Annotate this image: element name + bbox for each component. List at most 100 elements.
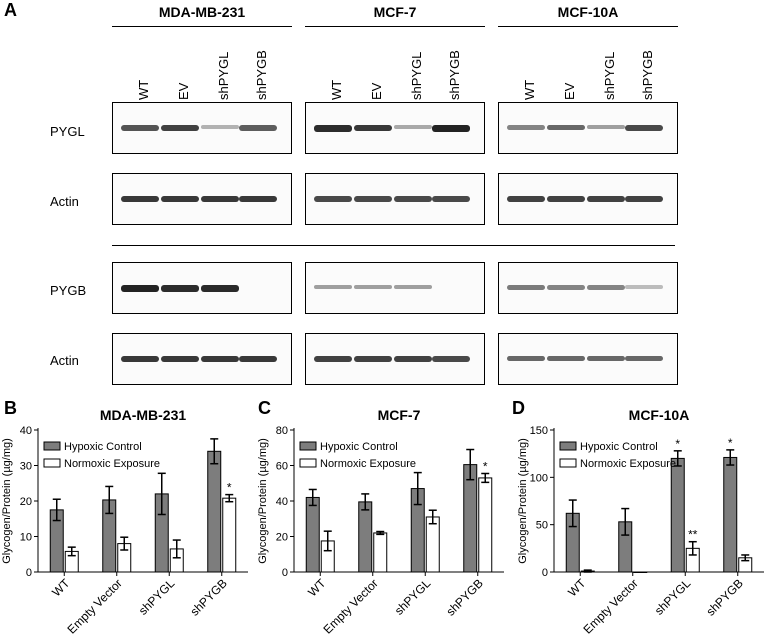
significance-marker: ** [688, 528, 698, 542]
legend-swatch [559, 458, 577, 468]
blot-band [239, 196, 277, 203]
x-tick-label: Empty Vector [581, 576, 641, 636]
blot-box [305, 102, 485, 154]
blot-band [239, 125, 277, 131]
blot-row-label-pygl: PYGL [50, 124, 85, 139]
blot-band [625, 285, 663, 289]
bar [207, 450, 222, 573]
legend-swatch [43, 441, 61, 451]
blot-band [121, 196, 159, 203]
bar [222, 497, 237, 573]
significance-marker: * [728, 436, 733, 450]
legend-label: Normoxic Exposure [64, 458, 160, 470]
bar [478, 477, 493, 573]
y-tick-label: 50 [536, 520, 548, 532]
blot-band [354, 285, 392, 290]
blot-band [201, 285, 239, 292]
bar [670, 457, 685, 573]
blot-band [507, 356, 545, 362]
legend-label: Normoxic Exposure [320, 458, 416, 470]
legend-label: Hypoxic Control [320, 441, 398, 453]
blot-box [498, 173, 678, 225]
y-tick-label: 0 [26, 567, 32, 579]
panel-c-letter: C [258, 398, 271, 418]
x-tick-label: WT [305, 576, 329, 600]
blot-box [498, 102, 678, 154]
blot-box [305, 333, 485, 385]
legend-swatch [43, 458, 61, 468]
y-tick-label: 0 [282, 567, 288, 579]
blot-band [161, 196, 199, 203]
blot-band [547, 356, 585, 362]
blot-band [507, 125, 545, 130]
x-tick-label: WT [49, 576, 73, 600]
bar [373, 532, 388, 573]
x-tick-label: Empty Vector [321, 576, 381, 636]
blot-divider-line [112, 245, 675, 246]
blot-band [201, 196, 239, 203]
blot-box [112, 333, 292, 385]
blot-band [547, 196, 585, 203]
x-tick-label: Empty Vector [65, 576, 125, 636]
blot-band [354, 125, 392, 132]
legend-label: Hypoxic Control [580, 441, 658, 453]
blot-band [507, 285, 545, 290]
blot-band [432, 356, 470, 362]
blot-box [305, 262, 485, 314]
blot-band [314, 285, 352, 290]
blot-box [498, 262, 678, 314]
legend-swatch [299, 458, 317, 468]
bar [633, 571, 648, 573]
blot-band [507, 196, 545, 203]
blot-band [121, 356, 159, 363]
blot-band [587, 196, 625, 203]
cell-line-underline [112, 26, 292, 27]
y-tick-label: 10 [20, 532, 32, 544]
blot-band [354, 196, 392, 202]
blot-band [201, 356, 239, 363]
legend-swatch [299, 441, 317, 451]
blot-band [239, 356, 277, 363]
x-tick-label: shPYGL [392, 576, 434, 618]
y-axis-label: Glycogen/Protein (µg/mg) [517, 438, 529, 564]
blot-band [394, 196, 432, 202]
blot-box [112, 102, 292, 154]
blot-band [161, 125, 199, 132]
x-tick-label: shPYGB [443, 576, 485, 618]
panel-b-letter: B [4, 398, 17, 418]
blot-band [314, 196, 352, 202]
cell-line-header-mda-mb-231: MDA-MB-231 [158, 4, 246, 20]
legend-label: Hypoxic Control [64, 441, 142, 453]
chart-title: MCF-10A [629, 407, 690, 423]
significance-marker: * [675, 437, 680, 451]
y-tick-label: 20 [20, 496, 32, 508]
blot-band [587, 285, 625, 290]
blot-band [394, 125, 432, 129]
blot-band [161, 356, 199, 363]
blot-row-label-pygb: PYGB [50, 283, 87, 298]
blot-row-label-actin: Actin [50, 194, 79, 209]
cell-line-header-mcf-7: MCF-7 [373, 4, 417, 20]
blot-band [394, 356, 432, 363]
blot-band [547, 285, 585, 290]
bar [305, 496, 320, 573]
y-tick-label: 60 [276, 461, 288, 473]
chart-title: MCF-7 [378, 407, 421, 423]
y-tick-label: 0 [542, 567, 548, 579]
blot-band [547, 125, 585, 131]
panel-d-letter: D [512, 398, 525, 418]
blot-band [625, 125, 663, 131]
y-tick-label: 30 [20, 461, 32, 473]
blot-box [112, 262, 292, 314]
y-tick-label: 100 [530, 472, 548, 484]
x-tick-label: WT [565, 576, 589, 600]
y-axis-label: Glycogen/Protein (µg/mg) [1, 438, 13, 564]
bar [463, 464, 478, 573]
x-tick-label: shPYGL [652, 576, 694, 618]
bar [425, 516, 440, 573]
significance-marker: * [483, 459, 488, 473]
blot-band [314, 356, 352, 363]
blot-box [305, 173, 485, 225]
blot-band [432, 196, 470, 202]
x-tick-label: shPYGB [703, 576, 745, 618]
